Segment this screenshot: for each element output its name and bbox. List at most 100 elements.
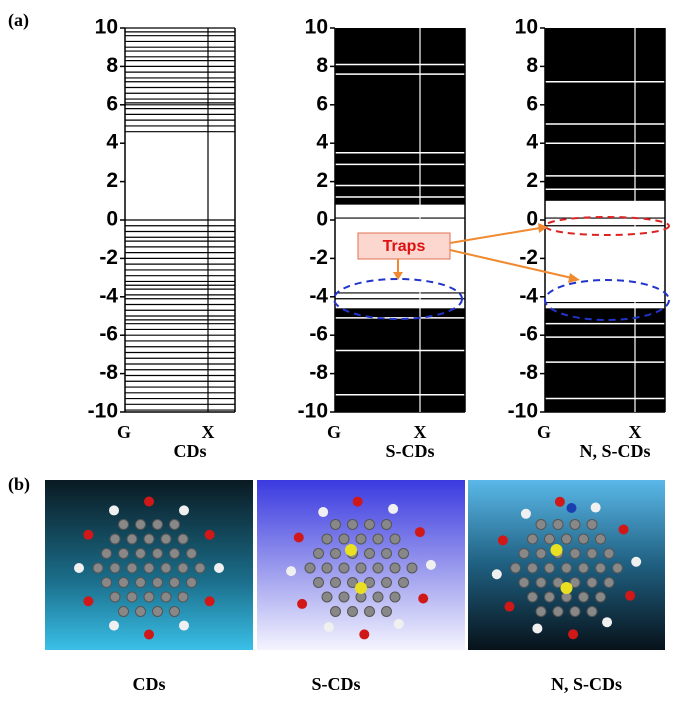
- atom: [170, 607, 180, 617]
- atom: [532, 623, 542, 633]
- atom: [382, 520, 392, 530]
- atom: [418, 593, 428, 603]
- atom: [331, 607, 341, 617]
- atom: [570, 549, 580, 559]
- atom: [178, 534, 188, 544]
- atom: [339, 534, 349, 544]
- image-caption: CDs: [132, 674, 165, 694]
- y-tick-label: -6: [99, 323, 118, 346]
- atom: [109, 621, 119, 631]
- atom: [536, 607, 546, 617]
- x-axis-label: N, S-CDs: [579, 441, 650, 461]
- atom: [153, 607, 163, 617]
- atom: [382, 549, 392, 559]
- atom: [625, 591, 635, 601]
- atom: [415, 527, 425, 537]
- y-tick-label: 4: [316, 131, 328, 154]
- atom: [545, 534, 555, 544]
- atom: [579, 592, 589, 602]
- x-tick-label: G: [537, 422, 551, 442]
- atom: [74, 563, 84, 573]
- atom: [119, 520, 129, 530]
- atom: [322, 563, 332, 573]
- atom: [587, 578, 597, 588]
- atom: [195, 563, 205, 573]
- atom: [394, 619, 404, 629]
- atom: [93, 563, 103, 573]
- y-tick-label: 2: [106, 169, 118, 192]
- y-tick-label: -4: [309, 284, 328, 307]
- atom: [314, 549, 324, 559]
- y-tick-label: 10: [515, 16, 538, 39]
- atom: [161, 534, 171, 544]
- atom: [356, 534, 366, 544]
- atom: [596, 592, 606, 602]
- atom: [545, 563, 555, 573]
- x-tick-label: X: [414, 422, 427, 442]
- atom: [318, 507, 328, 517]
- atom: [102, 549, 112, 559]
- atom: [492, 569, 502, 579]
- atom: [153, 549, 163, 559]
- atom: [553, 607, 563, 617]
- atom: [136, 607, 146, 617]
- atom: [83, 530, 93, 540]
- atom: [570, 607, 580, 617]
- atom: [587, 549, 597, 559]
- atom: [567, 503, 577, 513]
- y-tick-label: -4: [519, 284, 538, 307]
- atom: [331, 549, 341, 559]
- atom: [136, 520, 146, 530]
- x-tick-label: X: [202, 422, 215, 442]
- y-tick-label: 8: [106, 54, 118, 77]
- y-tick-label: 10: [305, 16, 328, 39]
- atom: [314, 578, 324, 588]
- atom: [205, 596, 215, 606]
- y-tick-label: -8: [309, 361, 328, 384]
- atom: [579, 563, 589, 573]
- atom: [110, 563, 120, 573]
- atom: [390, 592, 400, 602]
- atom: [553, 520, 563, 530]
- y-tick-label: 4: [106, 131, 118, 154]
- atom: [119, 549, 129, 559]
- y-tick-label: 0: [106, 208, 118, 231]
- x-tick-label: G: [327, 422, 341, 442]
- atom: [631, 557, 641, 567]
- atom: [153, 578, 163, 588]
- atom: [339, 592, 349, 602]
- y-tick-label: 6: [316, 92, 328, 115]
- band-block: [545, 28, 665, 201]
- y-tick-label: -4: [99, 284, 118, 307]
- atom: [214, 563, 224, 573]
- atom: [619, 524, 629, 534]
- atom: [322, 592, 332, 602]
- atom: [579, 534, 589, 544]
- atom: [602, 617, 612, 627]
- y-tick-label: 4: [526, 131, 538, 154]
- atom: [519, 549, 529, 559]
- band-block: [335, 28, 465, 205]
- atom: [339, 563, 349, 573]
- atom: [399, 549, 409, 559]
- atom: [109, 505, 119, 515]
- y-tick-label: 8: [526, 54, 538, 77]
- atom: [521, 509, 531, 519]
- atom: [348, 607, 358, 617]
- atom: [187, 549, 197, 559]
- band-block: [335, 308, 465, 412]
- atom: [373, 534, 383, 544]
- y-tick-label: -6: [309, 323, 328, 346]
- atom: [562, 563, 572, 573]
- y-tick-label: 10: [95, 16, 118, 39]
- atom: [161, 563, 171, 573]
- atom: [170, 520, 180, 530]
- y-tick-label: -2: [309, 246, 328, 269]
- atom: [613, 563, 623, 573]
- atom: [426, 560, 436, 570]
- atom: [144, 630, 154, 640]
- y-tick-label: 2: [316, 169, 328, 192]
- atom: [382, 607, 392, 617]
- atom: [119, 578, 129, 588]
